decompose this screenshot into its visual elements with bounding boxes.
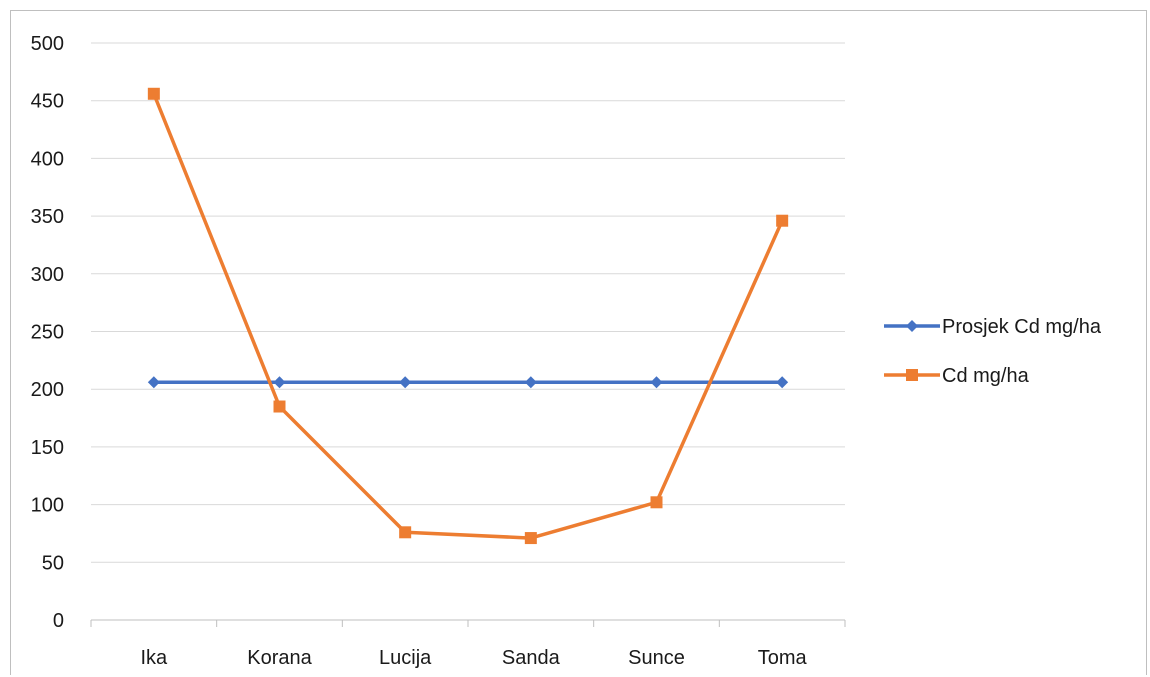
series-lines bbox=[147, 87, 789, 545]
square-marker bbox=[273, 400, 286, 413]
y-tick-label: 150 bbox=[31, 437, 64, 459]
legend-diamond-marker bbox=[906, 320, 918, 332]
legend-item: Cd mg/ha bbox=[884, 365, 1030, 387]
x-tick-label: Korana bbox=[247, 647, 312, 669]
diamond-marker bbox=[524, 376, 537, 389]
y-tick-label: 450 bbox=[31, 91, 64, 113]
legend-item: Prosjek Cd mg/ha bbox=[884, 316, 1102, 338]
axes bbox=[90, 619, 846, 627]
chart-frame bbox=[10, 10, 1147, 675]
square-marker bbox=[147, 87, 160, 100]
legend-label: Prosjek Cd mg/ha bbox=[942, 316, 1102, 338]
y-tick-label: 0 bbox=[53, 610, 64, 632]
series-2 bbox=[147, 87, 789, 545]
y-tick-label: 250 bbox=[31, 322, 64, 344]
diamond-marker bbox=[776, 376, 789, 389]
y-tick-label: 300 bbox=[31, 264, 64, 286]
y-tick-label: 350 bbox=[31, 206, 64, 228]
y-tick-label: 100 bbox=[31, 495, 64, 517]
legend: Prosjek Cd mg/ha Cd mg/ha bbox=[884, 316, 1102, 387]
y-tick-label: 200 bbox=[31, 379, 64, 401]
legend-square-marker bbox=[906, 369, 918, 381]
diamond-marker bbox=[650, 376, 663, 389]
x-tick-label: Sanda bbox=[502, 647, 561, 669]
y-tick-labels: 0 50 100 150 200 250 300 350 400 450 500 bbox=[31, 33, 64, 632]
y-tick-label: 50 bbox=[42, 552, 64, 574]
y-tick-label: 400 bbox=[31, 148, 64, 170]
square-marker bbox=[399, 526, 412, 539]
legend-label: Cd mg/ha bbox=[942, 365, 1030, 387]
diamond-marker bbox=[147, 376, 160, 389]
x-tick-labels: Ika Korana Lucija Sanda Sunce Toma bbox=[140, 647, 807, 669]
gridlines bbox=[91, 42, 845, 563]
x-tick-label: Lucija bbox=[379, 647, 432, 669]
square-marker bbox=[650, 496, 663, 509]
series-1 bbox=[147, 376, 789, 389]
diamond-marker bbox=[399, 376, 412, 389]
square-marker bbox=[524, 532, 537, 545]
x-tick-label: Toma bbox=[758, 647, 808, 669]
y-tick-label: 500 bbox=[31, 33, 64, 55]
series-line bbox=[152, 93, 784, 540]
square-marker bbox=[776, 214, 789, 227]
diamond-marker bbox=[273, 376, 286, 389]
x-tick-label: Sunce bbox=[628, 647, 685, 669]
x-tick-label: Ika bbox=[140, 647, 168, 669]
